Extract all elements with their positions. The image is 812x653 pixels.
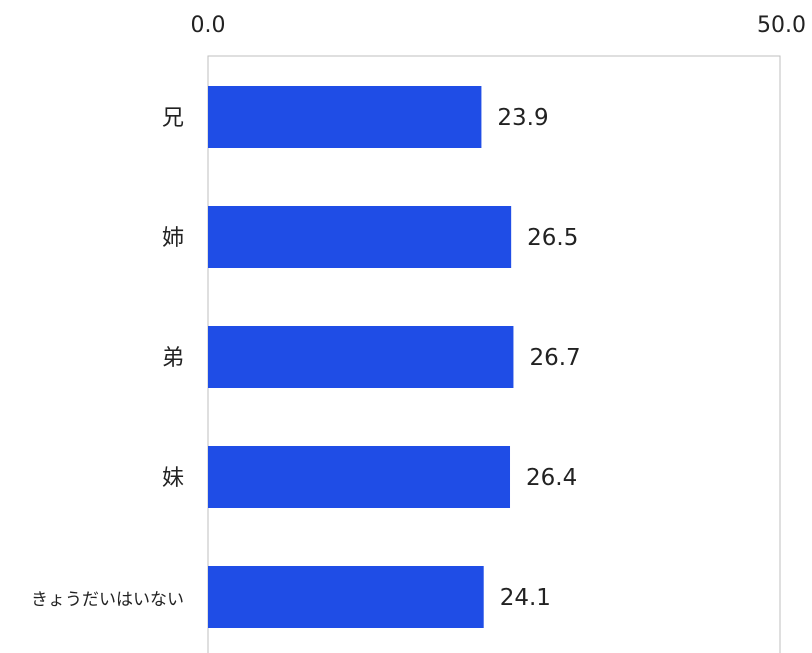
data-label: 26.7 <box>529 345 580 371</box>
category-label: 兄 <box>162 106 184 131</box>
bars <box>208 86 514 628</box>
data-label: 26.4 <box>526 465 577 491</box>
data-labels: 23.9 26.5 26.7 26.4 24.1 <box>497 105 580 611</box>
category-label: きょうだいはいない <box>31 590 184 610</box>
bar <box>208 566 484 628</box>
x-tick-label: 0.0 <box>191 13 226 38</box>
x-tick-label: 50.0 <box>757 13 806 38</box>
data-label: 26.5 <box>527 225 578 251</box>
data-label: 24.1 <box>500 585 551 611</box>
category-label: 妹 <box>162 466 184 491</box>
bar <box>208 326 514 388</box>
x-axis-ticks: 0.0 50.0 <box>191 13 807 38</box>
data-label: 23.9 <box>497 105 548 131</box>
category-label: 弟 <box>162 346 184 371</box>
bar <box>208 446 511 508</box>
bar <box>208 206 512 268</box>
category-label: 姉 <box>162 226 184 251</box>
bar <box>208 86 482 148</box>
